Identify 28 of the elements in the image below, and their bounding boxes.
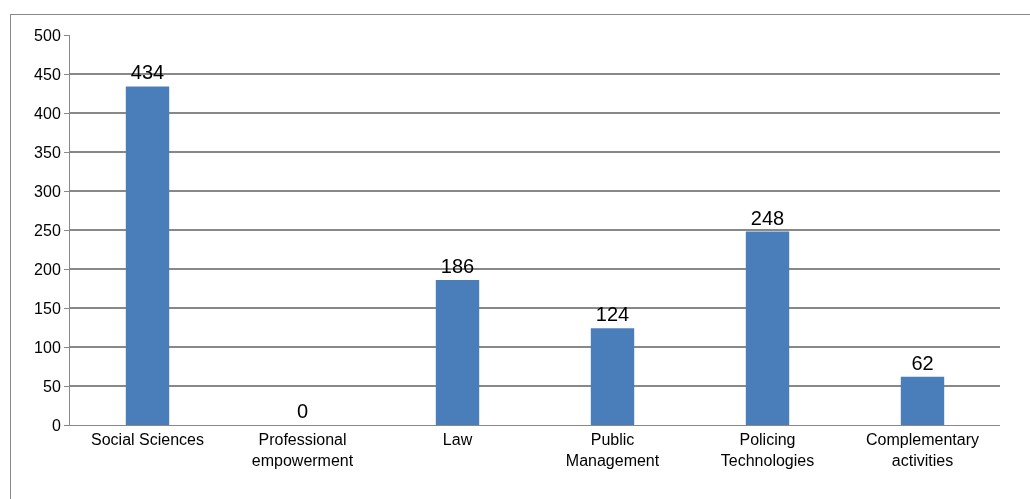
data-label: 248 [750,206,785,229]
x-tick-label: Policing Technologies [720,431,815,469]
y-tick-label: 200 [34,260,61,278]
bar [590,328,635,425]
data-label: 62 [911,351,934,374]
x-tick-label: Social Sciences [91,431,204,449]
bar [745,231,790,425]
y-tick-label: 400 [34,104,61,122]
x-tick-label: Law [442,431,473,449]
data-label: 0 [296,400,309,422]
bar [125,86,170,425]
bar [900,376,945,425]
y-tick-label: 0 [51,416,61,434]
y-tick-label: 50 [43,377,61,395]
data-label: 186 [440,254,475,277]
bar [435,279,480,425]
x-tick-label: Complementary activities [866,431,979,469]
y-tick-label: 350 [34,143,61,161]
y-tick-label: 100 [34,338,61,356]
x-tick-label: Public Management [565,431,660,469]
y-tick-label: 500 [34,26,61,44]
data-label: 434 [130,61,165,84]
y-tick-label: 150 [34,299,61,317]
data-label: 124 [595,303,630,326]
y-tick-label: 250 [34,221,61,239]
y-tick-label: 450 [34,65,61,83]
y-tick-label: 300 [34,182,61,200]
x-tick-label: Professional empowerment [251,431,354,469]
